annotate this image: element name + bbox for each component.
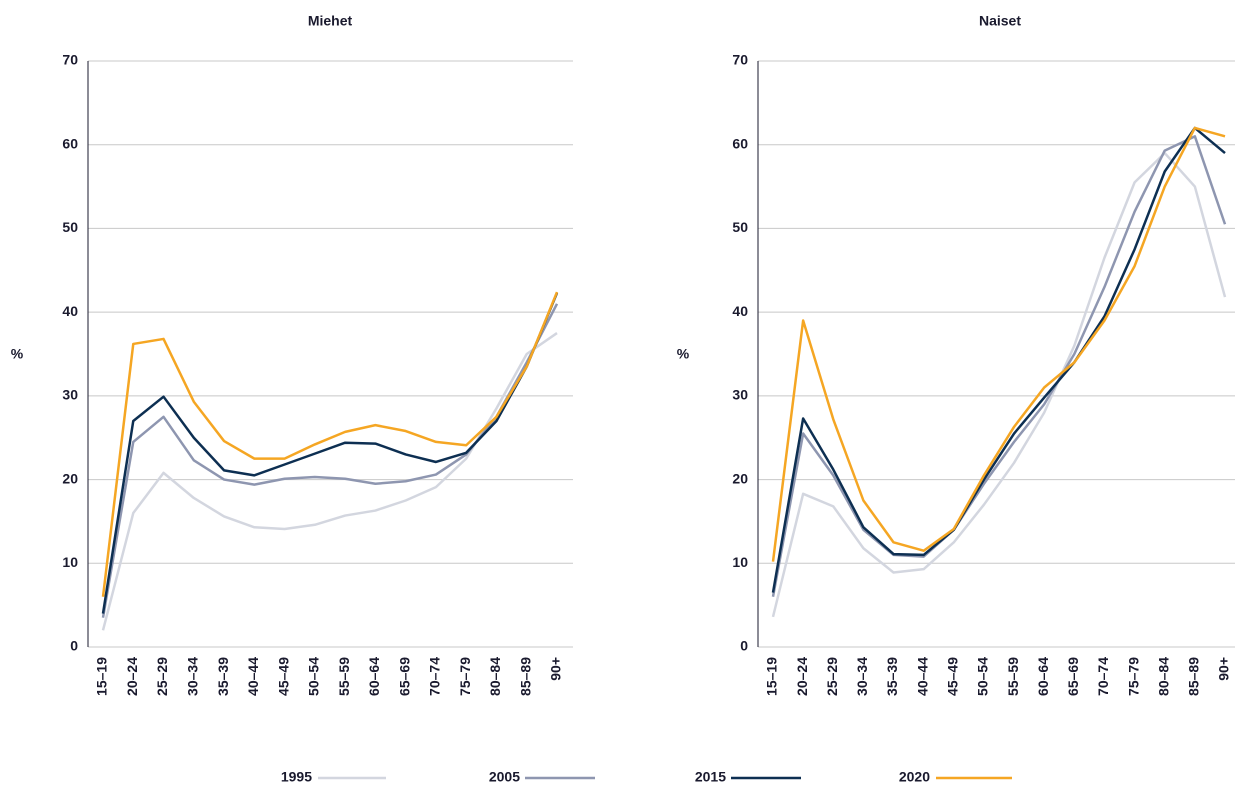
series-line	[101, 292, 559, 614]
y-tick-label: 70	[62, 52, 78, 68]
x-tick-label: 45–49	[945, 657, 961, 696]
x-tick-label: 60–64	[1035, 657, 1051, 696]
y-tick-label: 10	[732, 554, 748, 570]
y-tick-label: 0	[740, 638, 748, 654]
x-tick-label: 80–84	[487, 657, 503, 696]
x-tick-label: 80–84	[1155, 657, 1171, 696]
series-line: 1995	[771, 151, 1227, 618]
x-tick-label: 75–79	[1125, 657, 1141, 696]
series-line	[101, 291, 559, 597]
x-tick-label: 85–89	[517, 657, 533, 696]
series-line: 2020	[771, 126, 1226, 562]
y-tick-label: 50	[62, 219, 78, 235]
x-tick-label: 85–89	[1186, 657, 1202, 696]
x-tick-label: 15–19	[94, 657, 110, 696]
x-tick-label: 30–34	[854, 657, 870, 696]
x-tick-label: 55–59	[336, 657, 352, 696]
x-tick-label: 70–74	[427, 657, 443, 696]
series-line: 2005	[771, 135, 1227, 597]
y-tick-label: 40	[62, 303, 78, 319]
y-tick-label: 30	[62, 387, 78, 403]
x-tick-label: 90+	[548, 657, 564, 681]
x-tick-label: 25–29	[824, 657, 840, 696]
y-axis-label: %	[11, 346, 24, 362]
x-tick-label: 65–69	[1065, 657, 1081, 696]
y-tick-label: 20	[62, 470, 78, 486]
series-line	[101, 332, 558, 631]
y-tick-label: 30	[732, 387, 748, 403]
legend-label: 2005	[489, 769, 520, 785]
chart-title: Naiset	[979, 13, 1021, 29]
x-tick-label: 15–19	[764, 657, 780, 696]
x-tick-label: 50–54	[306, 657, 322, 696]
x-tick-label: 90+	[1216, 657, 1232, 681]
x-tick-label: 35–39	[215, 657, 231, 696]
y-tick-label: 10	[62, 554, 78, 570]
y-tick-label: 0	[70, 638, 78, 654]
y-tick-label: 20	[732, 470, 748, 486]
x-tick-label: 30–34	[185, 657, 201, 696]
legend-label: 2020	[899, 769, 930, 785]
x-tick-label: 25–29	[154, 657, 170, 696]
x-tick-label: 20–24	[794, 657, 810, 696]
x-tick-label: 40–44	[245, 657, 261, 696]
x-tick-label: 70–74	[1095, 657, 1111, 696]
x-tick-label: 60–64	[366, 657, 382, 696]
series-line: 2015	[771, 126, 1226, 593]
x-tick-label: 65–69	[396, 657, 412, 696]
x-tick-label: 75–79	[457, 657, 473, 696]
x-tick-label: 55–59	[1005, 657, 1021, 696]
x-tick-label: 20–24	[124, 657, 140, 696]
y-tick-label: 60	[62, 135, 78, 151]
y-tick-label: 60	[732, 135, 748, 151]
x-tick-label: 50–54	[975, 657, 991, 696]
series-line	[101, 303, 559, 618]
x-tick-label: 35–39	[884, 657, 900, 696]
x-tick-label: 40–44	[914, 657, 930, 696]
y-tick-label: 50	[732, 219, 748, 235]
x-tick-label: 45–49	[275, 657, 291, 696]
y-tick-label: 70	[732, 52, 748, 68]
chart-title: Miehet	[308, 13, 353, 29]
y-axis-label: %	[677, 346, 690, 362]
legend-label: 1995	[281, 769, 312, 785]
legend-label: 2015	[695, 769, 726, 785]
y-tick-label: 40	[732, 303, 748, 319]
